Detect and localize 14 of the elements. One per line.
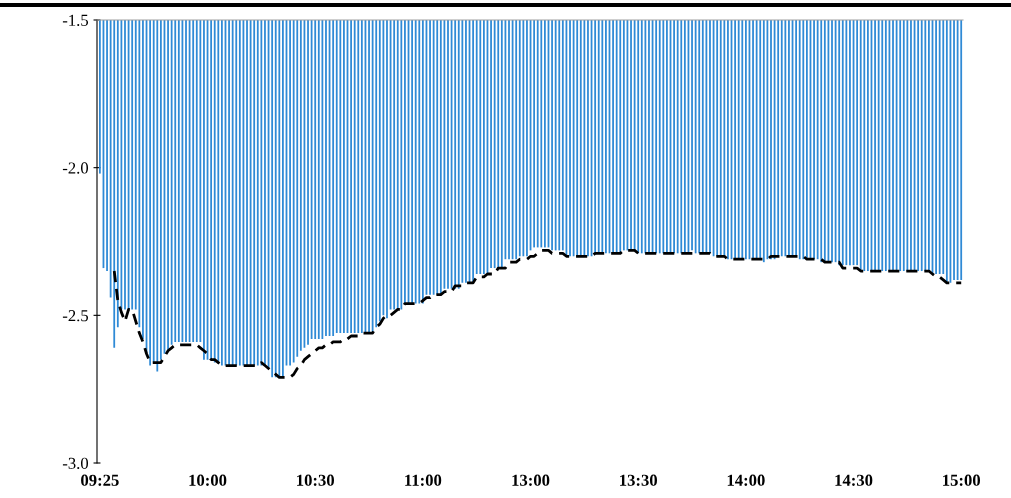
x-tick-label: 14:00 [727,474,765,486]
x-tick-label: 15:00 [943,474,981,486]
y-tick-label: -3.0 [62,457,89,470]
x-tick-label: 14:30 [835,474,873,486]
y-tick-label: -2.0 [62,162,89,174]
x-tick-label: 09:25 [81,474,119,486]
y-tick-label: -2.5 [62,310,89,322]
x-tick-label: 13:00 [512,474,550,486]
line-series [112,248,963,379]
x-tick-label: 13:30 [620,474,658,486]
x-tick-label: 10:00 [189,474,227,486]
x-tick-label: 11:00 [405,474,442,486]
y-tick-label: -1.5 [62,14,89,27]
x-tick-label: 10:30 [297,474,335,486]
